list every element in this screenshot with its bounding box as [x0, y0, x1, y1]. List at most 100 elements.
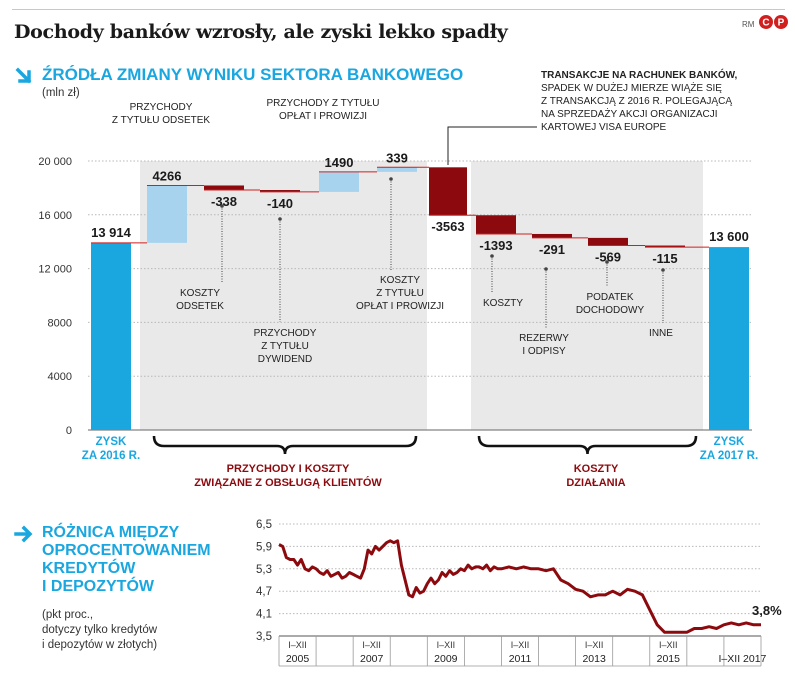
- category-label: PODATEK: [586, 292, 633, 303]
- year-label: 2013: [582, 653, 606, 665]
- svg-text:P: P: [778, 18, 785, 29]
- arrow-down-right-icon: [15, 67, 32, 84]
- total-label: ZA 2017 R.: [700, 450, 758, 462]
- waterfall-bar: [645, 245, 685, 248]
- spread-unit-line: i depozytów w złotych): [42, 639, 158, 651]
- y-tick-label: 16 000: [38, 210, 72, 222]
- category-label: Z TYTUŁU: [376, 288, 424, 299]
- category-label: INNE: [649, 328, 673, 339]
- category-label: I ODPISY: [522, 346, 566, 357]
- group-label: KOSZTY: [574, 463, 619, 475]
- value-label: -115: [652, 251, 677, 266]
- logo-text: C: [762, 18, 769, 29]
- y-tick-label: 0: [66, 425, 72, 437]
- value-label: -338: [211, 194, 237, 209]
- value-label: 13 600: [709, 229, 749, 244]
- note-leader-line: [447, 126, 537, 165]
- year-label: 2015: [657, 653, 681, 665]
- y-tick-label: 3,5: [256, 631, 272, 643]
- spread-series-line: [278, 539, 761, 634]
- end-value-label: 3,8%: [752, 603, 782, 618]
- note-line: KARTOWEJ VISA EUROPE: [541, 122, 667, 133]
- y-tick-label: 12 000: [38, 264, 72, 276]
- waterfall-bar: [588, 237, 628, 246]
- waterfall-bar: [91, 242, 131, 430]
- y-tick-label: 5,3: [256, 564, 272, 576]
- brace-costs: [477, 435, 698, 455]
- arrow-right-icon: [14, 525, 33, 543]
- category-label: PRZYCHODY: [130, 102, 193, 113]
- waterfall-bar: [260, 190, 300, 192]
- category-label: Z TYTUŁU ODSETEK: [112, 115, 210, 126]
- note-line: Z TRANSAKCJĄ Z 2016 R. POLEGAJĄCĄ: [541, 96, 732, 107]
- category-label: REZERWY: [519, 333, 569, 344]
- waterfall-bar: [204, 185, 244, 191]
- year-label: I–XII 2017: [719, 653, 767, 665]
- group-label: DZIAŁANIA: [566, 477, 625, 489]
- waterfall-bar: [429, 167, 467, 216]
- note-heading: TRANSAKCJE NA RACHUNEK BANKÓW,: [541, 70, 738, 81]
- category-label: PRZYCHODY: [254, 328, 317, 339]
- value-label: -140: [267, 196, 293, 211]
- spread-title-line: OPROCENTOWANIEM: [42, 542, 211, 559]
- year-label: 2005: [286, 653, 310, 665]
- category-label: ODSETEK: [176, 301, 224, 312]
- author-credit: RM: [742, 20, 755, 29]
- spread-unit-line: (pkt proc.,: [42, 609, 94, 621]
- leader-dot: [220, 204, 224, 208]
- y-tick-label: 8000: [48, 317, 72, 329]
- spread-unit: (pkt proc., dotyczy tylko kredytów i dep…: [42, 608, 242, 653]
- category-label: DYWIDEND: [258, 354, 312, 365]
- y-tick-label: 6,5: [256, 519, 272, 531]
- waterfall-bar: [377, 167, 417, 172]
- spread-title: RÓŻNICA MIĘDZY OPROCENTOWANIEM KREDYTÓW …: [42, 524, 232, 596]
- note-line: NA SPRZEDAŻY AKCJI ORGANIZACJI: [541, 109, 718, 120]
- group-label: PRZYCHODY I KOSZTY: [227, 463, 350, 475]
- period-label: I–XII: [659, 640, 678, 650]
- category-label: KOSZTY: [483, 298, 523, 309]
- publisher-logo: C P: [759, 15, 788, 29]
- top-rule: [12, 9, 785, 10]
- leader-dot: [490, 254, 494, 258]
- period-label: I–XII: [511, 640, 530, 650]
- band-clients: [140, 161, 427, 430]
- period-label: I–XII: [585, 640, 604, 650]
- page-title: Dochody banków wzrosły, ale zyski lekko …: [14, 21, 508, 43]
- waterfall-title: ŹRÓDŁA ZMIANY WYNIKU SEKTORA BANKOWEGO: [42, 65, 464, 84]
- category-label: OPŁAT I PROWIZJI: [356, 301, 444, 312]
- value-label: 4266: [153, 168, 182, 183]
- leader-dot: [278, 217, 282, 221]
- category-label: OPŁAT I PROWIZJI: [279, 111, 367, 122]
- brace-clients: [152, 435, 418, 455]
- year-label: 2011: [509, 653, 532, 665]
- y-tick-label: 5,9: [256, 541, 272, 553]
- value-label: -569: [595, 250, 621, 265]
- waterfall-bar: [476, 215, 516, 234]
- y-tick-label: 4,1: [256, 609, 272, 621]
- waterfall-bar: [319, 171, 359, 192]
- note-line: SPADEK W DUŻEJ MIERZE WIĄŻE SIĘ: [541, 83, 722, 94]
- leader-dot: [389, 177, 393, 181]
- total-label: ZYSK: [96, 436, 127, 448]
- transactions-note: TRANSAKCJE NA RACHUNEK BANKÓW, SPADEK W …: [541, 69, 781, 134]
- waterfall-bar: [709, 247, 749, 430]
- period-label: I–XII: [362, 640, 381, 650]
- y-tick-label: 20 000: [38, 156, 72, 168]
- value-label: -291: [539, 242, 565, 257]
- value-label: 1490: [325, 155, 354, 170]
- waterfall-chart: 0 4000 8000 12 000 16 000 20 000 13 914 4266 -33…: [38, 98, 758, 489]
- value-label: 13 914: [91, 225, 132, 240]
- waterfall-bar: [147, 185, 187, 243]
- waterfall-bar: [532, 233, 572, 238]
- spread-title-line: I DEPOZYTÓW: [42, 578, 154, 595]
- spread-title-line: KREDYTÓW: [42, 560, 136, 577]
- spread-unit-line: dotyczy tylko kredytów: [42, 624, 158, 636]
- band-costs: [471, 161, 703, 430]
- group-label: ZWIĄZANE Z OBSŁUGĄ KLIENTÓW: [194, 476, 382, 489]
- category-label: Z TYTUŁU: [261, 341, 309, 352]
- category-label: KOSZTY: [180, 288, 220, 299]
- period-label: I–XII: [288, 640, 307, 650]
- leader-dot: [544, 267, 548, 271]
- y-tick-label: 4,7: [256, 586, 272, 598]
- year-label: 2009: [434, 653, 458, 665]
